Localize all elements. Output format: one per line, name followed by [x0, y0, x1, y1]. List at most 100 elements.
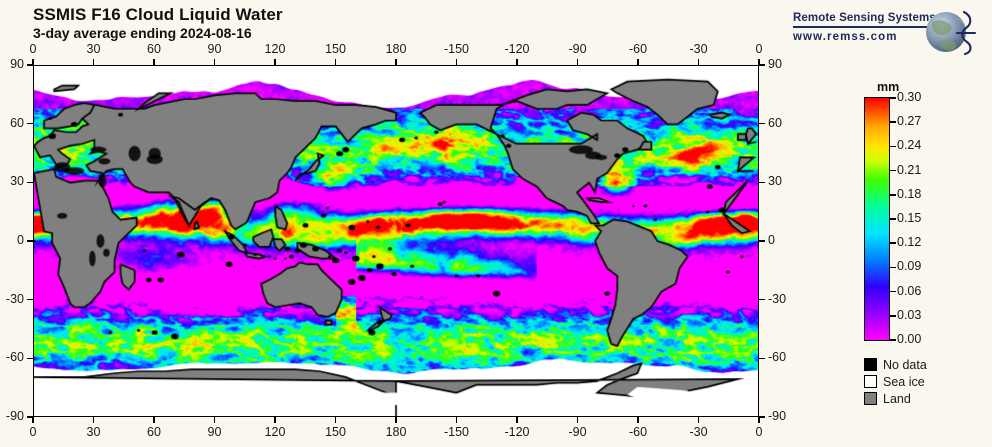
x-tick-top — [32, 59, 34, 65]
y-axis-label-right: -60 — [768, 350, 787, 365]
y-axis-label-left: 0 — [17, 233, 24, 247]
y-tick-right — [759, 357, 765, 360]
colorbar-value-label: 0.21 — [897, 162, 922, 177]
y-axis-label-right: -30 — [768, 291, 787, 306]
x-tick-top — [153, 59, 155, 65]
y-tick-left — [27, 357, 33, 360]
y-tick-right — [759, 64, 765, 66]
y-tick-right — [759, 416, 765, 418]
y-axis-label-left: -90 — [5, 409, 24, 423]
x-axis-label-bottom: 0 — [755, 425, 763, 439]
colorbar-tick — [890, 145, 896, 148]
colorbar-value-label: 0.18 — [897, 186, 922, 201]
x-tick-top — [455, 59, 458, 65]
y-axis-label-right: 90 — [768, 57, 782, 71]
colorbar-tick — [890, 121, 896, 123]
y-tick-right — [759, 181, 765, 184]
legend-swatch-icon — [864, 358, 877, 371]
x-axis-label-top: -30 — [689, 42, 708, 56]
x-tick-bot — [455, 417, 458, 423]
legend-item-label: Land — [883, 391, 911, 406]
x-axis-label-top: 120 — [264, 42, 286, 56]
colorbar-tick — [890, 218, 896, 220]
x-axis-label-top: -90 — [568, 42, 587, 56]
x-axis-label-bottom: 90 — [207, 425, 222, 439]
x-tick-bot — [516, 417, 518, 423]
colorbar-value-label: 0.06 — [897, 283, 922, 298]
colorbar[interactable] — [864, 97, 890, 341]
map-plot-area[interactable] — [33, 65, 759, 417]
x-axis-label-bottom: 30 — [86, 425, 101, 439]
x-axis-label-top: 150 — [325, 42, 346, 56]
y-tick-left — [27, 181, 33, 184]
y-axis-label-right: 0 — [768, 233, 775, 247]
x-tick-bot — [697, 417, 700, 423]
legend-item-label: No data — [883, 357, 927, 372]
colorbar-value-label: 0.09 — [897, 259, 922, 274]
colorbar-value-label: 0.00 — [897, 332, 922, 346]
x-tick-top — [516, 59, 518, 65]
x-axis-label-top: -150 — [443, 42, 470, 56]
x-axis-label-top: 0 — [755, 42, 763, 56]
y-axis-label-left: 90 — [10, 57, 24, 71]
x-tick-bot — [274, 417, 276, 423]
colorbar-value-label: 0.03 — [897, 307, 922, 322]
x-axis-label-bottom: -60 — [628, 425, 648, 439]
colorbar-unit-label: mm — [877, 80, 900, 94]
x-tick-bot — [637, 417, 639, 423]
y-axis-label-left: -60 — [5, 350, 24, 365]
colorbar-tick — [890, 242, 896, 244]
x-axis-label-top: 60 — [147, 42, 161, 56]
x-tick-bot — [153, 417, 155, 423]
x-tick-bot — [213, 417, 216, 423]
logo-company-name: Remote Sensing Systems — [793, 12, 936, 24]
legend-swatch-icon — [864, 375, 877, 388]
legend-item-label: Sea ice — [883, 374, 925, 389]
logo-divider — [793, 26, 941, 28]
x-tick-bot — [395, 417, 397, 423]
legend-swatch-icon — [864, 392, 877, 405]
colorbar-tick — [890, 194, 896, 196]
legend-item: Sea ice — [864, 373, 927, 390]
colorbar-value-label: 0.15 — [897, 211, 922, 225]
x-axis-label-bottom: 150 — [325, 425, 346, 439]
x-axis-label-bottom: 180 — [385, 425, 407, 439]
x-tick-top — [213, 59, 216, 65]
x-tick-top — [576, 59, 579, 65]
colorbar-value-label: 0.24 — [897, 138, 922, 153]
y-tick-right — [759, 122, 765, 125]
map-legend: No data Sea ice Land — [864, 356, 927, 407]
legend-item: Land — [864, 390, 927, 407]
x-axis-label-bottom: 120 — [264, 425, 286, 439]
x-tick-bot — [32, 417, 34, 423]
x-axis-label-bottom: -30 — [689, 425, 708, 439]
colorbar-value-label: 0.30 — [897, 90, 922, 104]
x-tick-top — [274, 59, 276, 65]
x-axis-label-bottom: -90 — [568, 425, 587, 439]
x-axis-label-bottom: 0 — [29, 425, 37, 439]
x-tick-top — [334, 59, 337, 65]
y-axis-label-left: 30 — [10, 174, 24, 189]
y-tick-left — [27, 298, 33, 301]
x-axis-label-bottom: 60 — [147, 425, 161, 439]
y-tick-left — [27, 416, 33, 418]
y-axis-label-left: 60 — [10, 115, 24, 130]
x-axis-label-top: 0 — [29, 42, 37, 56]
y-axis-label-right: -90 — [768, 409, 787, 423]
colorbar-tick — [890, 315, 896, 317]
x-tick-bot — [758, 417, 760, 423]
x-tick-top — [637, 59, 639, 65]
y-tick-left — [27, 240, 33, 242]
x-tick-top — [758, 59, 760, 65]
x-tick-top — [395, 59, 397, 65]
remss-logo[interactable]: Remote Sensing Systems www.remss.com — [793, 8, 983, 56]
x-axis-label-bottom: -150 — [443, 425, 470, 439]
x-axis-label-top: 180 — [385, 42, 407, 56]
y-axis-label-right: 30 — [768, 174, 782, 189]
colorbar-value-label: 0.12 — [897, 235, 922, 250]
y-tick-left — [27, 122, 33, 125]
colorbar-value-label: 0.27 — [897, 114, 922, 129]
logo-text: Remote Sensing Systems www.remss.com — [793, 12, 943, 43]
page-subtitle: 3-day average ending 2024-08-16 — [33, 25, 252, 41]
x-axis-label-top: -120 — [504, 42, 530, 56]
